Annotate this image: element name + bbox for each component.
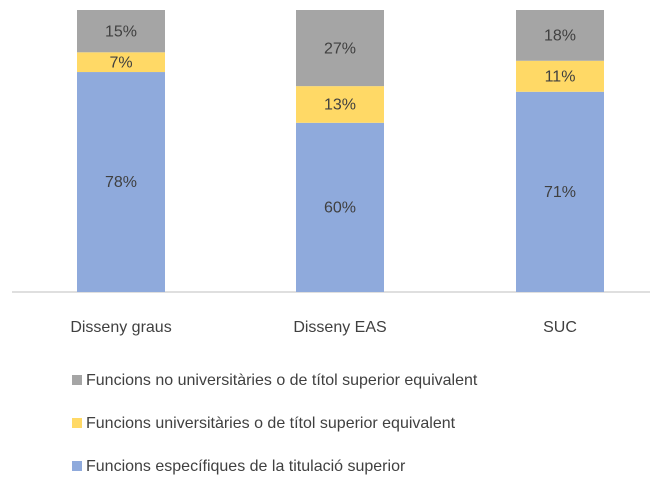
bar-segment (516, 91, 604, 292)
bar-segment (296, 86, 384, 123)
bar-segment (77, 10, 165, 53)
bar-segment (77, 72, 165, 292)
bar-segment (296, 10, 384, 87)
data-label: 27% (324, 40, 356, 57)
x-tick-label: SUC (543, 319, 577, 336)
x-tick-label: Disseny graus (70, 319, 171, 336)
bar-segment (516, 10, 604, 61)
data-label: 15% (105, 23, 137, 40)
legend-label: Funcions universitàries o de títol super… (86, 415, 456, 432)
data-label: 7% (109, 54, 132, 71)
legend-swatch (72, 418, 82, 428)
legend-label: Funcions específiques de la titulació su… (86, 458, 406, 475)
bar-segment (516, 60, 604, 92)
data-label: 18% (544, 28, 576, 45)
data-label: 71% (544, 184, 576, 201)
legend-swatch (72, 461, 82, 471)
data-label: 60% (324, 200, 356, 217)
legend-label: Funcions no universitàries o de títol su… (86, 372, 478, 389)
data-label: 11% (545, 68, 576, 85)
legend-swatch (72, 375, 82, 385)
bar-segment (77, 52, 165, 73)
bar-segment (296, 122, 384, 292)
data-label: 78% (105, 174, 137, 191)
data-label: 13% (324, 97, 356, 114)
x-tick-label: Disseny EAS (293, 319, 386, 336)
